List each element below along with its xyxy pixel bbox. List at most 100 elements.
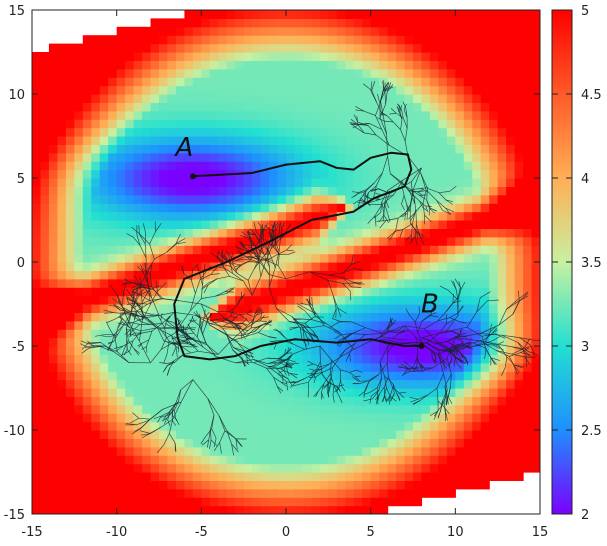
heatmap-cell — [438, 329, 448, 339]
branch-line — [362, 83, 372, 91]
heatmap-cell — [192, 10, 202, 19]
heatmap-cell — [370, 463, 380, 473]
heatmap-cell — [446, 329, 456, 339]
heatmap-cell — [396, 337, 406, 347]
heatmap-cell — [514, 26, 524, 36]
heatmap-cell — [463, 346, 473, 355]
heatmap-cell — [235, 236, 245, 246]
heatmap-cell — [269, 152, 279, 162]
branch-line — [268, 336, 277, 339]
branch-line — [245, 327, 257, 337]
heatmap-cell — [328, 35, 338, 45]
heatmap-cell — [489, 119, 499, 129]
heatmap-cell — [455, 463, 465, 473]
heatmap-cell — [260, 43, 270, 53]
heatmap-cell — [40, 186, 50, 196]
heatmap-cell — [472, 287, 482, 297]
heatmap-cell — [328, 320, 338, 330]
heatmap-cell — [396, 497, 406, 507]
heatmap-cell — [404, 262, 414, 271]
heatmap-cell — [514, 245, 524, 255]
heatmap-cell — [192, 497, 202, 507]
heatmap-cell — [40, 178, 50, 187]
branch-line — [342, 264, 352, 274]
heatmap-cell — [387, 480, 397, 490]
heatmap-cell — [201, 18, 211, 28]
heatmap-cell — [235, 488, 245, 498]
heatmap-cell — [142, 127, 152, 137]
heatmap-cell — [396, 43, 406, 53]
heatmap-cell — [269, 52, 279, 61]
heatmap-cell — [362, 52, 372, 61]
heatmap-cell — [252, 152, 262, 162]
heatmap-cell — [514, 203, 524, 213]
branch-line — [133, 295, 145, 317]
branch-line — [276, 386, 284, 392]
branch-line — [340, 369, 350, 373]
heatmap-cell — [345, 43, 355, 53]
heatmap-cell — [133, 220, 143, 229]
heatmap-cell — [472, 421, 482, 431]
heatmap-cell — [252, 236, 262, 246]
heatmap-cell — [218, 505, 228, 514]
heatmap-cell — [142, 354, 152, 364]
heatmap-cell — [116, 371, 126, 381]
heatmap-cell — [302, 144, 312, 154]
heatmap-cell — [429, 362, 439, 372]
branch-line — [307, 360, 314, 365]
heatmap-cell — [514, 354, 524, 364]
branch-line — [222, 254, 229, 260]
heatmap-cell — [209, 320, 219, 330]
branch-line — [267, 260, 279, 266]
heatmap-cell — [108, 304, 118, 313]
heatmap-cell — [379, 220, 389, 229]
heatmap-cell — [472, 438, 482, 448]
branch-line — [170, 335, 177, 348]
branch-line — [100, 342, 114, 352]
heatmap-cell — [150, 379, 160, 389]
heatmap-cell — [201, 110, 211, 120]
heatmap-cell — [463, 270, 473, 280]
branch-line — [407, 367, 419, 370]
heatmap-cell — [328, 295, 338, 305]
heatmap-cell — [201, 94, 211, 103]
heatmap-cell — [421, 60, 431, 70]
heatmap-cell — [421, 438, 431, 448]
branch-line — [113, 351, 130, 363]
heatmap-cell — [523, 304, 533, 313]
branch-line — [138, 342, 143, 348]
branch-line — [198, 350, 219, 355]
heatmap-cell — [260, 404, 270, 414]
heatmap-cell — [506, 430, 516, 439]
heatmap-cell — [489, 438, 499, 448]
heatmap-cell — [159, 278, 169, 288]
heatmap-cell — [243, 26, 253, 36]
heatmap-cell — [243, 362, 253, 372]
heatmap-cell — [370, 404, 380, 414]
heatmap-cell — [269, 119, 279, 129]
heatmap-cell — [345, 102, 355, 112]
heatmap-cell — [235, 480, 245, 490]
heatmap-cell — [150, 430, 160, 439]
heatmap-cell — [429, 472, 439, 481]
branch-line — [342, 277, 352, 288]
heatmap-cell — [201, 287, 211, 297]
heatmap-cell — [463, 211, 473, 221]
heatmap-cell — [294, 430, 304, 439]
branch-line — [319, 345, 321, 362]
heatmap-cell — [362, 169, 372, 179]
heatmap-cell — [175, 186, 185, 196]
heatmap-cell — [277, 186, 287, 196]
heatmap-cell — [455, 169, 465, 179]
branch-line — [337, 308, 342, 318]
heatmap-cell — [286, 110, 296, 120]
heatmap-cell — [302, 270, 312, 280]
heatmap-cell — [116, 110, 126, 120]
heatmap-cell — [438, 413, 448, 423]
heatmap-cell — [192, 472, 202, 481]
heatmap-cell — [218, 52, 228, 61]
heatmap-cell — [438, 77, 448, 87]
heatmap-cell — [40, 94, 50, 103]
heatmap-cell — [184, 245, 194, 255]
branch-line — [216, 311, 227, 321]
